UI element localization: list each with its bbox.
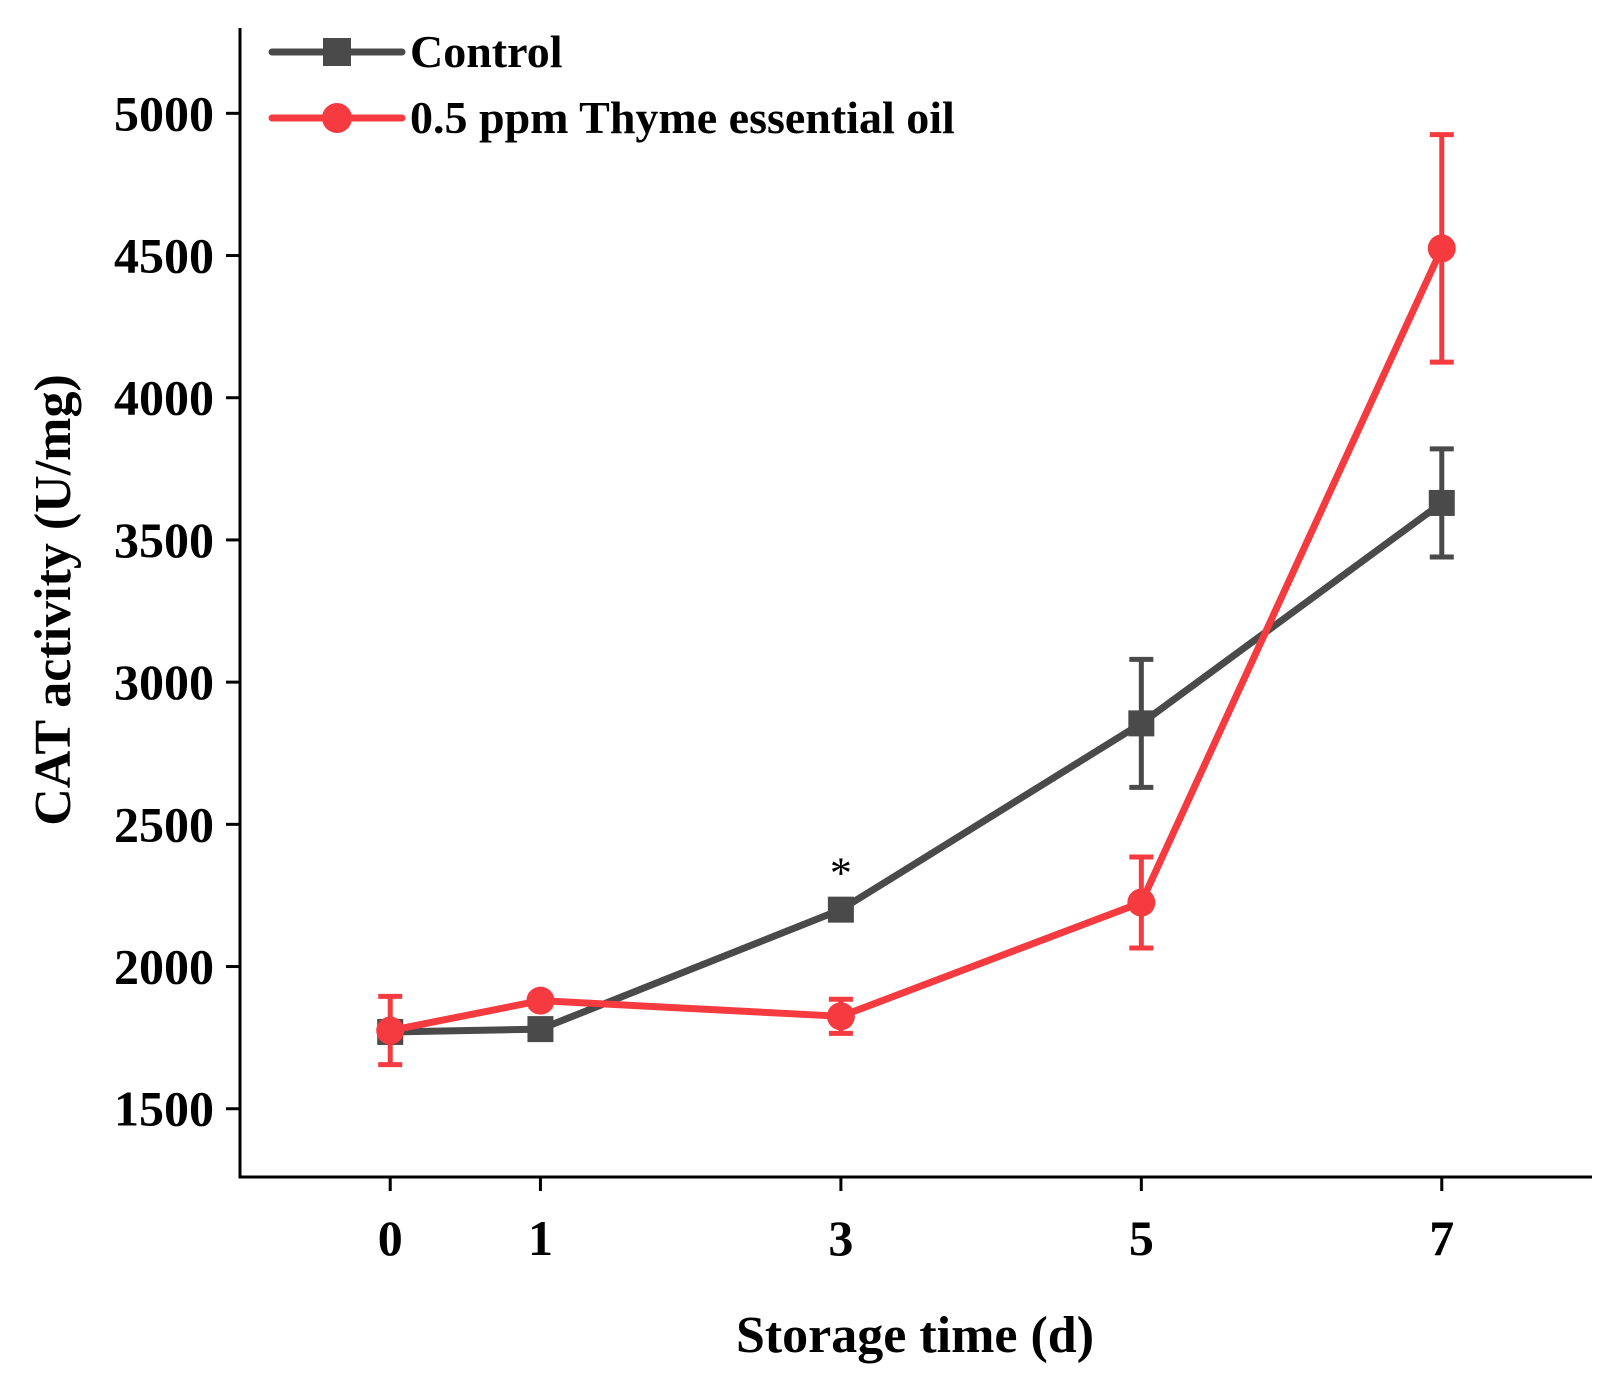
y-tick-label-5000: 5000 [114, 85, 214, 141]
series-line [390, 500, 1444, 1036]
series-thyme-oil [376, 132, 1456, 1068]
y-axis-title: CAT activity (U/mg) [25, 374, 82, 826]
legend-marker [323, 38, 351, 66]
data-point [827, 896, 854, 923]
x-tick-label-7: 7 [1429, 1210, 1454, 1266]
series-line [389, 246, 1445, 1034]
legend-item-control: Control [268, 26, 563, 77]
legend-label: Control [410, 26, 563, 77]
data-point [1427, 234, 1456, 263]
x-axis-title: Storage time (d) [736, 1307, 1094, 1364]
legend-label: 0.5 ppm Thyme essential oil [410, 92, 955, 143]
x-tick-label-1: 1 [528, 1210, 553, 1266]
data-point [526, 986, 555, 1015]
significance-marker: * [830, 849, 852, 898]
y-tick-label-2500: 2500 [114, 796, 214, 852]
data-point [1128, 710, 1155, 737]
series-control [377, 446, 1455, 1045]
y-tick-label-2000: 2000 [114, 939, 214, 995]
data-point [1428, 489, 1455, 516]
y-tick-label-1500: 1500 [114, 1081, 214, 1137]
data-point [376, 1016, 405, 1045]
series-layer: * [376, 132, 1456, 1068]
y-tick-label-3000: 3000 [114, 654, 214, 710]
data-point [826, 1002, 855, 1031]
x-tick-label-0: 0 [378, 1210, 403, 1266]
y-tick-label-4000: 4000 [114, 370, 214, 426]
y-tick-label-4500: 4500 [114, 228, 214, 284]
axes: 1500 2000 2500 3000 3500 4000 4500 5000 0 1 3 5 7 [114, 28, 1592, 1266]
legend-item-thyme-oil: 0.5 ppm Thyme essential oil [268, 92, 955, 143]
x-tick-label-5: 5 [1129, 1210, 1154, 1266]
data-point [527, 1016, 554, 1043]
legend-marker [322, 103, 352, 133]
data-point [1127, 888, 1156, 917]
legend: Control 0.5 ppm Thyme essential oil [268, 26, 955, 143]
y-tick-label-3500: 3500 [114, 512, 214, 568]
x-tick-label-3: 3 [828, 1210, 853, 1266]
